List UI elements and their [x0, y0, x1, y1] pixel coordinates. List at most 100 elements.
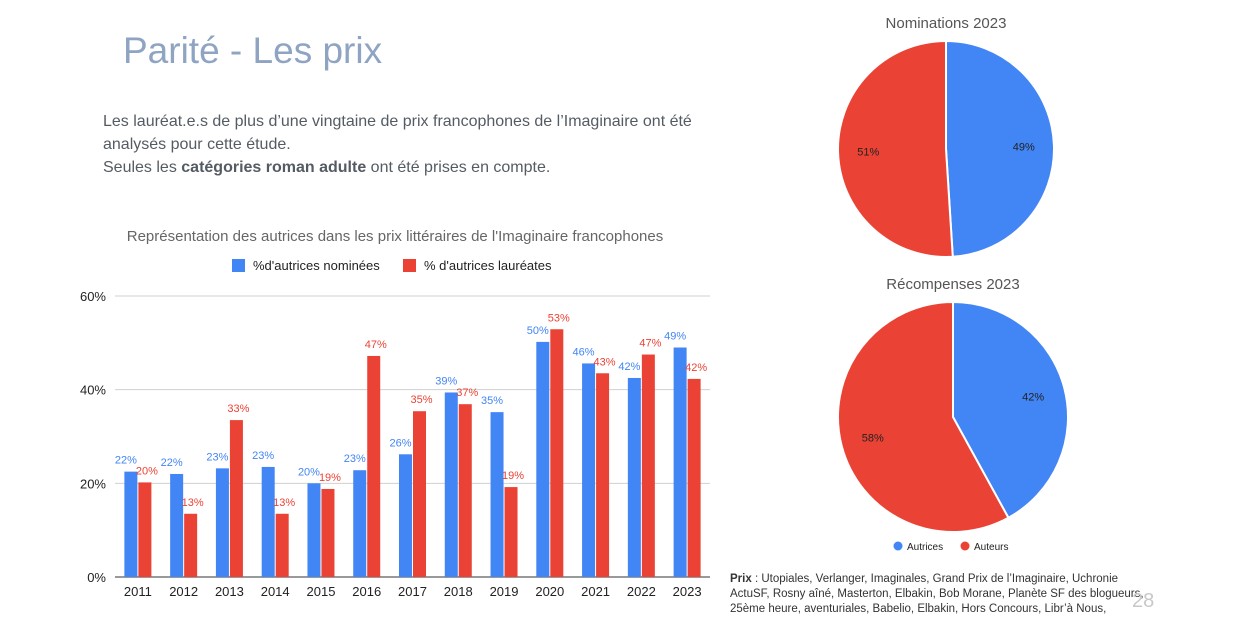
bar-nominees-2016 [353, 470, 367, 577]
data-label: 37% [456, 387, 478, 399]
data-label: 20% [298, 466, 320, 478]
x-tick-label: 2020 [535, 584, 564, 599]
pie-slice-label: 42% [1022, 391, 1044, 403]
bar-laureates-2023 [687, 378, 701, 577]
bar-nominees-2023 [673, 347, 687, 577]
bar-laureates-2016 [367, 355, 381, 577]
data-label: 43% [594, 356, 616, 368]
bar-chart: Représentation des autrices dans les pri… [80, 228, 710, 599]
x-tick-label: 2017 [398, 584, 427, 599]
data-label: 23% [252, 450, 274, 462]
data-label: 47% [639, 338, 661, 350]
chart-title: Représentation des autrices dans les pri… [127, 228, 663, 245]
x-tick-label: 2015 [307, 584, 336, 599]
data-label: 13% [182, 497, 204, 509]
data-label: 26% [389, 437, 411, 449]
intro-line-2-bold: catégories roman adulte [181, 159, 367, 176]
prizes-label: Prix [730, 573, 752, 585]
pie-slice-auteurs [837, 39, 954, 258]
legend-label-autrices: Autrices [907, 542, 943, 553]
x-tick-label: 2023 [673, 584, 702, 599]
pie-slice-autrices [952, 300, 1069, 520]
bar-nominees-2011 [124, 471, 138, 577]
bar-laureates-2014 [275, 513, 289, 577]
pie-slice-autrices [945, 39, 1055, 258]
intro-line-2-after: ont été prises en compte. [366, 159, 551, 176]
bar-laureates-2020 [550, 329, 564, 577]
pie-title: Récompenses 2023 [886, 276, 1019, 293]
pie-chart-recompenses: Récompenses 2023 42% 58% Autrices Auteurs [837, 276, 1069, 553]
legend-swatch-1 [232, 259, 245, 272]
data-label: 35% [481, 395, 503, 407]
y-tick-label: 0% [87, 570, 106, 585]
data-label: 22% [161, 457, 183, 469]
x-tick-label: 2012 [169, 584, 198, 599]
bar-nominees-2019 [490, 412, 504, 577]
data-label: 33% [227, 403, 249, 415]
x-tick-label: 2019 [490, 584, 519, 599]
bar-laureates-2012 [184, 513, 198, 577]
x-tick-label: 2011 [124, 584, 152, 599]
data-label: 42% [618, 361, 640, 373]
data-label: 46% [573, 346, 595, 358]
data-label: 53% [548, 312, 570, 324]
data-label: 19% [319, 472, 341, 484]
bar-laureates-2021 [596, 373, 610, 577]
y-tick-label: 40% [80, 383, 106, 398]
pie-slice-label: 58% [862, 433, 884, 445]
bar-nominees-2017 [399, 454, 412, 577]
bar-nominees-2020 [536, 341, 550, 577]
pie-slice-label: 51% [857, 146, 879, 158]
x-tick-label: 2022 [627, 584, 656, 599]
bar-laureates-2018 [458, 404, 472, 577]
legend-label-1: %d'autrices nominées [253, 258, 380, 273]
data-label: 42% [685, 362, 707, 374]
legend-label-auteurs: Auteurs [974, 542, 1008, 553]
x-tick-label: 2018 [444, 584, 473, 599]
legend-swatch-2 [403, 259, 416, 272]
bar-laureates-2011 [138, 482, 152, 577]
data-label: 20% [136, 465, 158, 477]
bar-laureates-2015 [321, 488, 335, 577]
bar-laureates-2013 [229, 420, 243, 577]
intro-line-2-before: Seules les [103, 159, 182, 176]
data-label: 19% [502, 470, 524, 482]
slide-title: Parité - Les prix [123, 30, 383, 71]
data-label: 49% [664, 331, 686, 343]
intro-line-1: Les lauréat.e.s de plus d’une vingtaine … [103, 113, 692, 153]
x-tick-label: 2021 [581, 584, 610, 599]
x-tick-label: 2016 [352, 584, 381, 599]
bar-laureates-2019 [504, 487, 518, 577]
pie-title: Nominations 2023 [886, 15, 1007, 32]
intro-line-2: Seules les catégories roman adulte ont é… [103, 156, 723, 179]
data-label: 13% [273, 497, 295, 509]
data-label: 47% [365, 339, 387, 351]
bar-nominees-2014 [261, 466, 275, 577]
bar-nominees-2012 [170, 473, 184, 577]
y-tick-label: 20% [80, 476, 106, 491]
bar-laureates-2017 [413, 411, 426, 577]
y-tick-label: 60% [80, 289, 106, 304]
pie-chart-nominations: Nominations 2023 49% 51% [837, 15, 1055, 258]
bar-nominees-2018 [444, 392, 458, 577]
data-label: 39% [435, 375, 457, 387]
data-label: 23% [344, 453, 366, 465]
bar-laureates-2022 [641, 354, 655, 577]
x-tick-label: 2014 [261, 584, 290, 599]
bar-nominees-2015 [307, 483, 321, 577]
intro-text: Les lauréat.e.s de plus d’une vingtaine … [103, 110, 723, 179]
page-number: 28 [1132, 590, 1155, 612]
bar-nominees-2013 [215, 468, 229, 577]
data-label: 23% [206, 451, 228, 463]
prizes-footnote: Prix : Utopiales, Verlanger, Imaginales,… [730, 572, 1150, 617]
legend-dot-autrices [893, 541, 903, 551]
legend-dot-auteurs [960, 541, 970, 551]
pie-slice-auteurs [837, 300, 1010, 533]
data-label: 50% [527, 325, 549, 337]
prizes-list: : Utopiales, Verlanger, Imaginales, Gran… [730, 573, 1144, 615]
pie-slice-label: 49% [1013, 142, 1035, 154]
legend-label-2: % d'autrices lauréates [424, 258, 552, 273]
bar-nominees-2021 [582, 363, 596, 577]
x-tick-label: 2013 [215, 584, 244, 599]
data-label: 22% [115, 455, 137, 467]
